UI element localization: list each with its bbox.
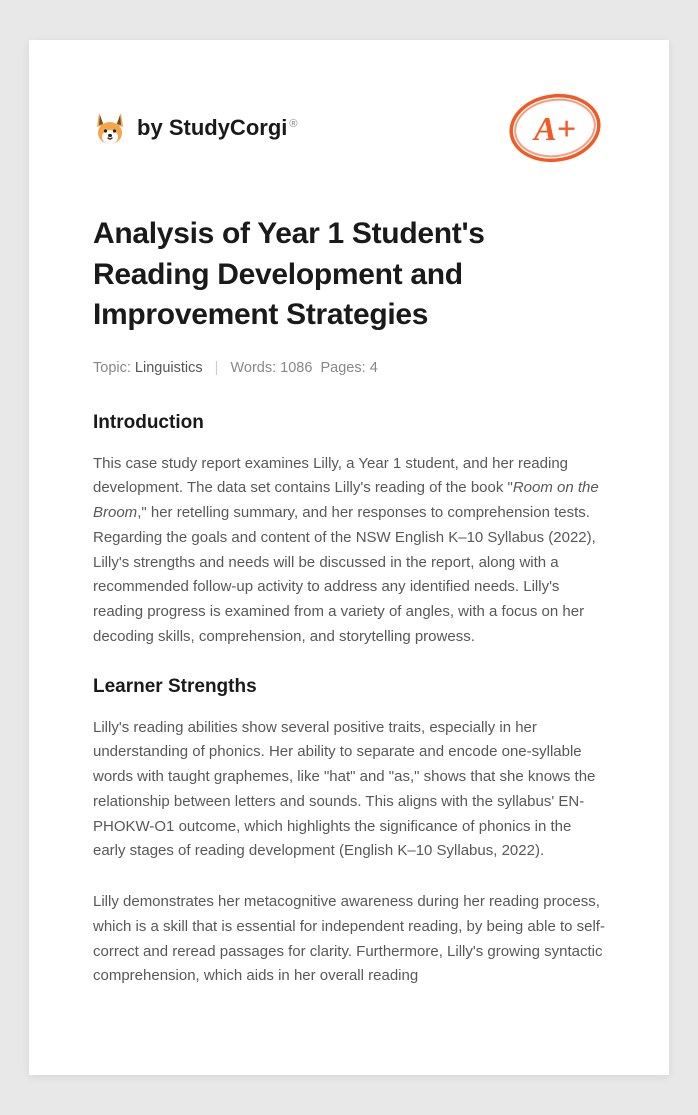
grade-badge-icon: A+ [505,90,605,166]
intro-text-b: ," her retelling summary, and her respon… [93,504,596,645]
brand-prefix: by [137,115,163,140]
meta-words-label: Words: [230,360,276,376]
meta-pages-label: Pages: [321,360,366,376]
brand-logo-group: by StudyCorgi® [93,109,297,147]
intro-paragraph: This case study report examines Lilly, a… [93,452,605,650]
meta-topic-value: Linguistics [135,360,203,376]
document-page: by StudyCorgi® A+ Analysis of Year 1 Stu… [29,40,669,1075]
brand-name: StudyCorgi [169,115,288,140]
meta-words-value: 1086 [280,360,312,376]
section-heading-strengths: Learner Strengths [93,676,605,698]
document-meta: Topic: Linguistics | Words: 1086 Pages: … [93,360,605,376]
meta-separator: | [215,360,219,376]
meta-pages-value: 4 [370,360,378,376]
intro-text-a: This case study report examines Lilly, a… [93,455,568,497]
corgi-logo-icon [93,109,127,147]
strengths-paragraph-2: Lilly demonstrates her metacognitive awa… [93,890,605,989]
brand-mark: ® [289,118,297,130]
brand-text: by StudyCorgi® [137,115,297,141]
meta-topic-label: Topic: [93,360,131,376]
section-heading-intro: Introduction [93,412,605,434]
document-header: by StudyCorgi® A+ [93,90,605,166]
document-title: Analysis of Year 1 Student's Reading Dev… [93,214,605,336]
svg-text:A+: A+ [532,111,576,148]
strengths-paragraph-1: Lilly's reading abilities show several p… [93,716,605,865]
